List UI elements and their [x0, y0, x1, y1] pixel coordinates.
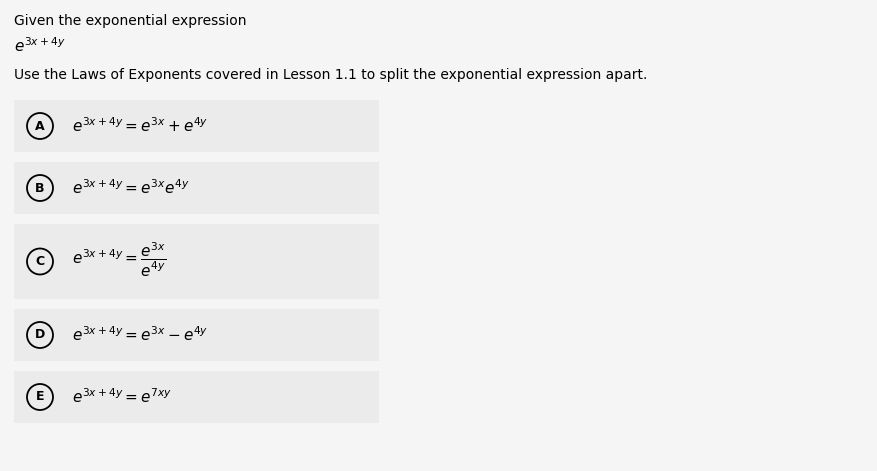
- Text: $e^{3x + 4y} = \dfrac{e^{3x}}{e^{4y}}$: $e^{3x + 4y} = \dfrac{e^{3x}}{e^{4y}}$: [72, 240, 166, 278]
- FancyBboxPatch shape: [14, 371, 379, 423]
- Text: $e^{3x + 4y}$: $e^{3x + 4y}$: [14, 36, 66, 55]
- Text: $e^{3x + 4y} = e^{3x} e^{4y}$: $e^{3x + 4y} = e^{3x} e^{4y}$: [72, 179, 189, 197]
- Text: Given the exponential expression: Given the exponential expression: [14, 14, 246, 28]
- Text: C: C: [35, 255, 45, 268]
- Text: A: A: [35, 120, 45, 132]
- Text: $e^{3x + 4y} = e^{3x} + e^{4y}$: $e^{3x + 4y} = e^{3x} + e^{4y}$: [72, 117, 208, 135]
- FancyBboxPatch shape: [14, 224, 379, 299]
- Text: $e^{3x + 4y} = e^{3x} - e^{4y}$: $e^{3x + 4y} = e^{3x} - e^{4y}$: [72, 325, 208, 344]
- Text: $e^{3x + 4y} = e^{7xy}$: $e^{3x + 4y} = e^{7xy}$: [72, 388, 172, 406]
- Text: B: B: [35, 181, 45, 195]
- Text: D: D: [35, 328, 45, 341]
- FancyBboxPatch shape: [14, 162, 379, 214]
- Text: Use the Laws of Exponents covered in Lesson 1.1 to split the exponential express: Use the Laws of Exponents covered in Les…: [14, 68, 646, 82]
- FancyBboxPatch shape: [14, 100, 379, 152]
- Text: E: E: [36, 390, 44, 404]
- FancyBboxPatch shape: [14, 309, 379, 361]
